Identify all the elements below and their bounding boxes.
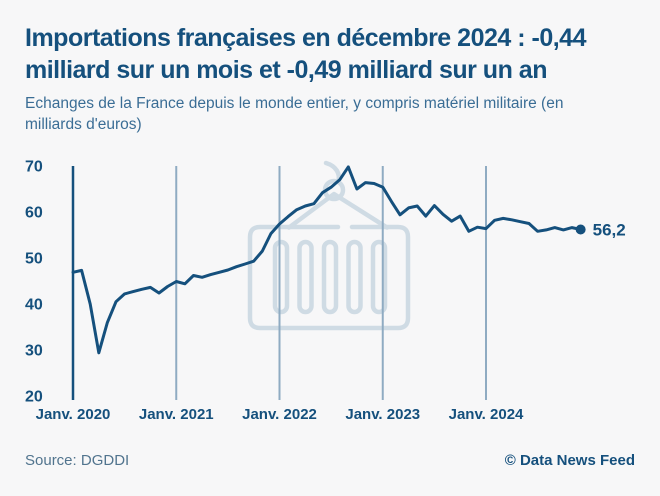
end-point-marker (575, 224, 586, 235)
imports-line-chart: Janv. 2020 Janv. 2021 Janv. 2022 Janv. 2023… (25, 159, 626, 424)
source-label: Source: DGDDI (25, 452, 130, 469)
x-tick-label: Janv. 2021 (139, 406, 214, 423)
header: Importations françaises en décembre 2024… (25, 22, 640, 135)
y-tick-label: 20 (25, 389, 43, 406)
subtitle-line-2: milliards d'euros) (25, 116, 142, 133)
y-tick-label: 40 (25, 297, 43, 314)
title-line-1: Importations françaises en décembre 2024… (25, 24, 586, 52)
end-point-label: 56,2 (593, 220, 626, 239)
x-tick-label: Janv. 2020 (36, 406, 111, 423)
y-tick-label: 50 (25, 251, 43, 268)
footer: Source: DGDDI © Data News Feed (25, 452, 635, 469)
container-crane-icon (247, 160, 411, 331)
x-tick-label: Janv. 2024 (449, 406, 524, 423)
chart-subtitle: Echanges de la France depuis le monde en… (25, 93, 640, 135)
x-tick-label: Janv. 2023 (345, 406, 420, 423)
subtitle-line-1: Echanges de la France depuis le monde en… (25, 95, 564, 112)
y-tick-label: 30 (25, 343, 43, 360)
credit-label: © Data News Feed (504, 452, 635, 469)
imports-data-line (71, 165, 583, 355)
x-tick-label: Janv. 2022 (242, 406, 317, 423)
page-title: Importations françaises en décembre 2024… (25, 22, 640, 86)
y-tick-label: 70 (25, 159, 43, 176)
y-tick-label: 60 (25, 205, 43, 222)
title-line-2: milliard sur un mois et -0,49 milliard s… (25, 56, 547, 84)
